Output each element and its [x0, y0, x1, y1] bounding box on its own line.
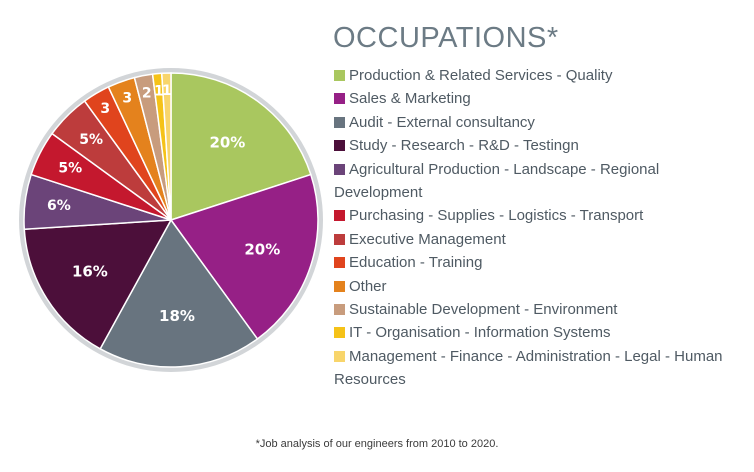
pie-slice [23, 219, 173, 350]
pie-slice [99, 218, 259, 368]
legend-swatch [334, 280, 345, 292]
legend-label: Agricultural Production - Landscape - Re… [349, 160, 660, 178]
slice-label: 1 [154, 84, 164, 100]
slice-label: 20% [244, 241, 280, 259]
legend-swatch [334, 233, 345, 245]
legend-label: Sustainable Development - Environment [349, 301, 618, 319]
legend-label: Management - Finance - Administration - … [349, 347, 723, 365]
pie-slice [170, 72, 312, 222]
legend-label: Production & Related Services - Quality [349, 67, 613, 84]
legend-swatch [334, 116, 345, 128]
footnote: *Job analysis of our engineers from 2010… [255, 438, 499, 450]
legend-swatch [334, 140, 345, 152]
legend-swatch [334, 304, 345, 316]
legend-label: IT - Organisation - Information Systems [349, 324, 611, 342]
slice-label: 5% [79, 132, 103, 148]
legend-item: Sustainable Development - Environment [334, 298, 744, 321]
legend-item: Agricultural Production - Landscape - Re… [334, 158, 744, 205]
legend-item: Study - Research - R&D - Testingn [334, 134, 744, 157]
slice-label: 20% [209, 133, 245, 151]
slice-label: 2 [142, 85, 152, 101]
pie-slice [169, 173, 319, 340]
legend-item: Audit - External consultancy [334, 111, 744, 134]
legend-swatch [334, 257, 345, 269]
legend-item: Education - Training [334, 251, 744, 274]
chart-legend: Production & Related Services - Quality S… [334, 64, 744, 392]
slice-label: 5% [58, 161, 82, 177]
legend-label-continued: Development [334, 184, 423, 202]
legend-item: IT - Organisation - Information Systems [334, 321, 744, 344]
slice-label: 6% [47, 198, 71, 214]
legend-label: Other [349, 277, 387, 295]
legend-swatch [334, 210, 345, 222]
legend-item: Other [334, 275, 744, 298]
slice-label: 1 [162, 83, 172, 99]
legend-swatch [334, 350, 345, 362]
slice-label: 3 [100, 101, 110, 117]
slice-label: 18% [159, 307, 195, 325]
legend-label: Study - Research - R&D - Testingn [349, 137, 579, 155]
slice-label: 3 [122, 91, 132, 107]
legend-swatch [334, 163, 345, 175]
pie-chart: 20%20%18%16%6%5%5%33 2 11 [19, 68, 323, 372]
chart-title: OCCUPATIONS* [333, 22, 559, 54]
legend-item: Executive Management [334, 228, 744, 251]
legend-label: Audit - External consultancy [349, 113, 535, 131]
legend-swatch [334, 70, 345, 81]
legend-item: Production & Related Services - Quality [334, 64, 744, 87]
legend-item: Management - Finance - Administration - … [334, 345, 744, 392]
legend-swatch [334, 327, 345, 339]
legend-label: Purchasing - Supplies - Logistics - Tran… [349, 207, 644, 225]
legend-swatch [334, 93, 345, 105]
legend-label: Sales & Marketing [349, 90, 471, 108]
pie-slice [160, 72, 172, 221]
legend-label: Executive Management [349, 230, 506, 248]
slice-label: 16% [72, 262, 108, 280]
legend-item: Purchasing - Supplies - Logistics - Tran… [334, 204, 744, 227]
legend-label-continued: Resources [334, 371, 406, 389]
legend-label: Education - Training [349, 254, 483, 272]
legend-item: Sales & Marketing [334, 87, 744, 110]
